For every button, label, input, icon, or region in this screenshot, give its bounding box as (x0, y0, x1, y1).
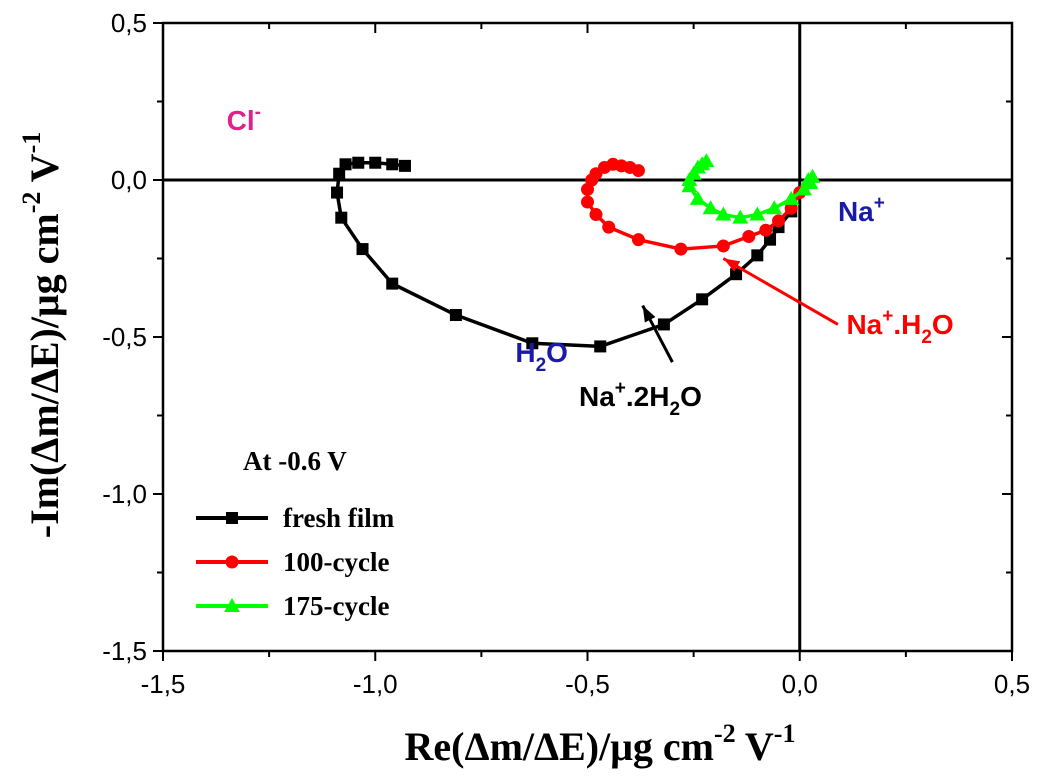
series-fresh-film (331, 156, 798, 353)
data-point (759, 223, 773, 237)
data-point (749, 206, 766, 221)
data-point (698, 153, 715, 168)
data-point (386, 277, 399, 290)
x-tick-label: -1,0 (353, 669, 398, 699)
data-point (732, 209, 749, 224)
data-point (795, 181, 812, 196)
x-axis-title: Re(Δm/ΔE)/μg cm-2 V-1 (405, 719, 796, 769)
data-point (581, 195, 594, 209)
data-point (398, 159, 411, 172)
legend-label: 175-cycle (283, 591, 389, 621)
annotation-label: Na+.H2O (846, 306, 953, 348)
series-layer (331, 153, 821, 353)
data-point (689, 190, 706, 205)
legend-title: At -0.6 V (243, 446, 347, 476)
x-tick-label: 0,0 (782, 669, 818, 699)
y-tick-label: 0,0 (111, 165, 147, 195)
data-point (449, 309, 462, 322)
data-point (696, 293, 709, 306)
data-point (356, 243, 369, 256)
legend-label: 100-cycle (283, 547, 389, 577)
data-point (751, 249, 764, 262)
y-tick-label: -0,5 (102, 322, 147, 352)
x-tick-label: -1,5 (141, 669, 186, 699)
data-point (783, 190, 800, 205)
legend-swatch-marker (224, 598, 240, 612)
data-point (657, 318, 670, 331)
annotation-label: Cl- (227, 102, 261, 136)
data-point (526, 337, 539, 350)
data-point (631, 233, 645, 247)
axis-ticks (153, 22, 1013, 661)
legend-label: fresh film (283, 503, 395, 533)
series-line (335, 160, 793, 349)
data-point (333, 167, 346, 180)
data-point (335, 211, 348, 224)
legend-swatch-marker (225, 555, 239, 569)
data-point (352, 156, 365, 169)
legend-swatch-marker (226, 512, 238, 524)
data-point (589, 208, 603, 222)
annotations-layer: Cl- Na+ H2O Na+.2H2O Na+.H2O (227, 102, 954, 420)
data-point (602, 220, 616, 234)
arrows-layer (641, 257, 839, 363)
annotation-label: H2O (515, 337, 568, 376)
data-point (674, 242, 688, 256)
data-point (369, 156, 382, 169)
y-tick-label: 0,5 (111, 8, 147, 38)
series-100-cycle (581, 157, 807, 256)
data-point (631, 164, 645, 178)
data-point (715, 206, 732, 221)
data-point (742, 230, 756, 244)
annotation-label: Na+ (838, 193, 885, 227)
data-point (730, 268, 743, 281)
annotation-arrow-head (642, 305, 656, 323)
y-tick-label: -1,0 (102, 479, 147, 509)
y-tick-label: -1,5 (102, 636, 147, 666)
data-point (766, 200, 783, 215)
data-point (331, 186, 344, 199)
x-tick-label: 0,5 (994, 669, 1030, 699)
data-point (594, 340, 607, 353)
legend: At -0.6 V fresh film 100-cycle 175-cycle (196, 446, 395, 621)
data-point (772, 214, 786, 228)
data-point (716, 239, 730, 253)
annotation-arrow-line (722, 257, 839, 326)
data-point (386, 158, 399, 171)
annotation-label: Na+.2H2O (579, 378, 702, 420)
series-175-cycle (681, 153, 821, 224)
annotation-arrow-head (723, 258, 741, 272)
data-point (702, 200, 719, 215)
data-point (784, 201, 798, 215)
axis-tick-labels: -1,5 -1,0 -0,5 0,0 0,5 -1,5 -1,0 -0,5 0,0 0,5 (102, 8, 1030, 699)
x-tick-label: -0,5 (565, 669, 610, 699)
y-axis-title: -Im(Δm/ΔE)/μg cm-2 V-1 (17, 132, 67, 539)
data-point (764, 233, 777, 246)
data-point (339, 158, 352, 171)
